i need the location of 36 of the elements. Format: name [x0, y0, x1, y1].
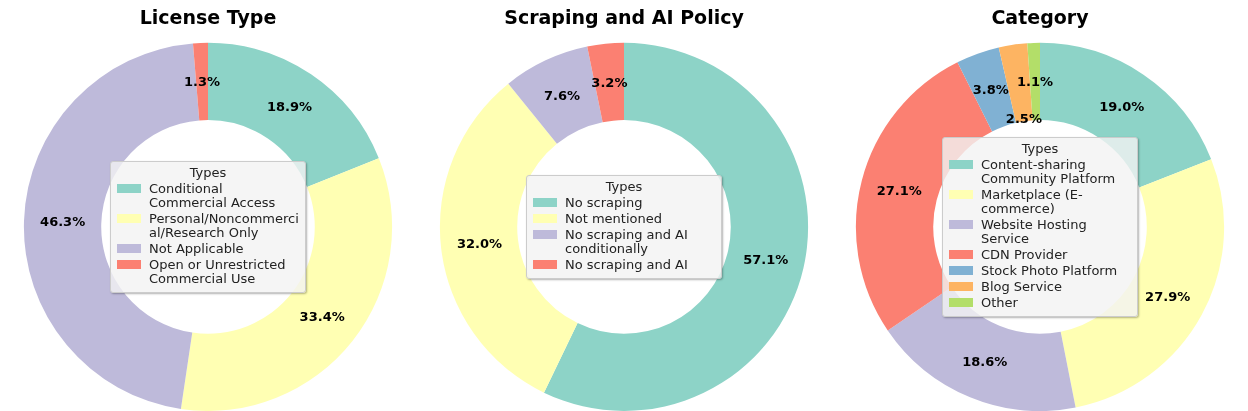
data-label: 18.6%	[962, 353, 1008, 369]
legend-label: No scraping and AI conditionally	[565, 226, 689, 256]
data-label: 33.4%	[299, 309, 345, 325]
data-label: 27.9%	[1145, 288, 1191, 304]
data-label: 2.5%	[1005, 111, 1042, 127]
legend-label: Not mentioned	[565, 210, 663, 226]
legend-title: Types	[1020, 140, 1060, 156]
legend-label: Stock Photo Platform	[981, 262, 1119, 278]
chart-title: Scraping and AI Policy	[504, 6, 745, 29]
data-label: 1.1%	[1016, 73, 1054, 89]
legend-label: Personal/Noncommercial/Research Only	[149, 210, 299, 240]
legend-label: Open or Unrestricted Commercial Use	[149, 256, 287, 286]
legend-title: Types	[604, 178, 644, 194]
data-label: 3.8%	[972, 82, 1009, 98]
data-label: 32.0%	[456, 235, 503, 251]
data-label: 57.1%	[743, 251, 789, 267]
legend-label: Marketplace (E-commerce)	[981, 186, 1084, 216]
legend-label: Blog Service	[981, 278, 1063, 294]
data-label: 46.3%	[40, 214, 86, 230]
legend-label: CDN Provider	[981, 246, 1069, 262]
legend-label: Content-sharing Community Platform	[981, 156, 1117, 186]
legend-title: Types	[188, 164, 228, 180]
chart-title: Category	[991, 6, 1090, 29]
legend-label: Conditional Commercial Access	[149, 180, 277, 210]
legend-label: Not Applicable	[149, 240, 245, 256]
data-label: 1.3%	[184, 73, 221, 89]
legend-label: No scraping	[565, 194, 644, 210]
data-label: 18.9%	[266, 98, 312, 114]
legend-label: No scraping and AI	[565, 256, 689, 272]
data-label: 27.1%	[876, 182, 922, 198]
legend-label: Other	[981, 294, 1019, 310]
data-label: 7.6%	[543, 87, 581, 103]
data-label: 19.0%	[1099, 98, 1145, 114]
data-label: 3.2%	[591, 74, 628, 90]
legend-label: Website Hosting Service	[981, 216, 1088, 246]
chart-title: License Type	[139, 6, 277, 29]
